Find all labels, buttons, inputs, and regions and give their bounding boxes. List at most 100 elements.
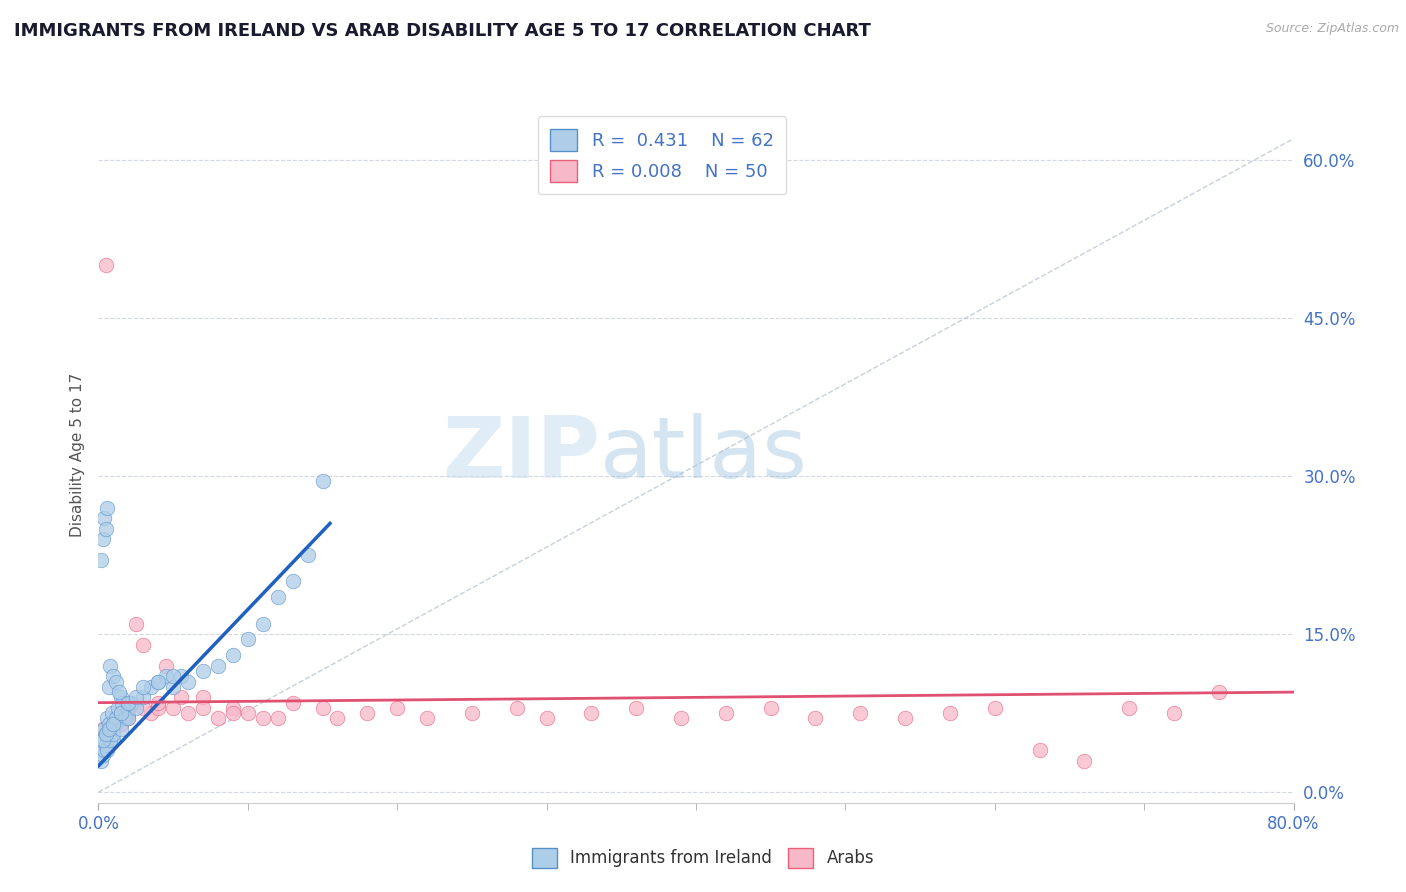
Point <box>90 754 112 768</box>
Point <box>759 701 782 715</box>
Point <box>222 701 245 715</box>
Point <box>207 711 229 725</box>
Point <box>311 701 333 715</box>
Point <box>983 701 1005 715</box>
Point <box>110 722 132 736</box>
Point <box>117 696 139 710</box>
Point <box>148 674 170 689</box>
Point <box>191 690 214 705</box>
Point <box>94 522 117 536</box>
Point <box>98 658 122 673</box>
Point <box>103 727 125 741</box>
Legend: Immigrants from Ireland, Arabs: Immigrants from Ireland, Arabs <box>524 841 882 875</box>
Point <box>624 701 647 715</box>
Point <box>132 638 155 652</box>
Point <box>536 711 558 725</box>
Point <box>894 711 917 725</box>
Y-axis label: Disability Age 5 to 17: Disability Age 5 to 17 <box>69 373 84 537</box>
Point <box>155 658 177 673</box>
Point <box>326 711 349 725</box>
Point <box>96 711 118 725</box>
Point <box>132 690 155 705</box>
Point <box>125 701 148 715</box>
Point <box>222 648 245 663</box>
Point <box>669 711 692 725</box>
Point <box>94 258 117 272</box>
Point <box>98 722 122 736</box>
Point <box>105 711 128 725</box>
Point <box>356 706 378 721</box>
Point <box>96 743 118 757</box>
Point <box>461 706 484 721</box>
Point <box>97 716 120 731</box>
Point <box>97 722 120 736</box>
Point <box>714 706 737 721</box>
Point <box>939 706 962 721</box>
Point <box>91 533 114 547</box>
Point <box>236 632 259 647</box>
Point <box>1028 743 1050 757</box>
Point <box>162 701 184 715</box>
Point <box>177 706 200 721</box>
Point <box>162 669 184 683</box>
Point <box>117 706 139 721</box>
Point <box>120 696 142 710</box>
Point <box>148 674 170 689</box>
Point <box>103 669 125 683</box>
Point <box>111 696 134 710</box>
Point <box>94 738 117 752</box>
Point <box>1163 706 1185 721</box>
Point <box>236 706 259 721</box>
Point <box>252 711 274 725</box>
Point <box>281 574 304 589</box>
Point <box>107 701 129 715</box>
Point <box>162 680 184 694</box>
Point <box>93 511 115 525</box>
Point <box>114 711 136 725</box>
Point <box>222 706 245 721</box>
Point <box>416 711 439 725</box>
Point <box>132 680 155 694</box>
Point <box>125 690 148 705</box>
Point <box>91 748 114 763</box>
Point <box>103 716 125 731</box>
Text: ZIP: ZIP <box>443 413 600 497</box>
Point <box>108 685 131 699</box>
Point <box>110 690 132 705</box>
Point <box>148 696 170 710</box>
Point <box>139 706 162 721</box>
Point <box>96 500 118 515</box>
Point <box>267 591 290 605</box>
Point <box>103 722 125 736</box>
Point <box>311 475 333 489</box>
Point <box>93 722 115 736</box>
Point <box>849 706 872 721</box>
Point <box>177 674 200 689</box>
Point <box>191 664 214 678</box>
Point <box>139 680 162 694</box>
Point <box>297 548 319 562</box>
Point <box>98 732 122 747</box>
Point <box>101 706 124 721</box>
Point <box>581 706 603 721</box>
Point <box>506 701 529 715</box>
Point <box>191 701 214 715</box>
Point <box>1208 685 1230 699</box>
Point <box>385 701 409 715</box>
Point <box>155 669 177 683</box>
Point <box>1118 701 1140 715</box>
Text: atlas: atlas <box>600 413 808 497</box>
Point <box>252 616 274 631</box>
Point <box>148 701 170 715</box>
Point <box>105 674 128 689</box>
Point <box>105 711 128 725</box>
Point <box>90 553 112 567</box>
Point <box>117 711 139 725</box>
Point <box>117 701 139 715</box>
Point <box>110 716 132 731</box>
Text: IMMIGRANTS FROM IRELAND VS ARAB DISABILITY AGE 5 TO 17 CORRELATION CHART: IMMIGRANTS FROM IRELAND VS ARAB DISABILI… <box>14 22 870 40</box>
Point <box>169 669 191 683</box>
Point <box>93 743 115 757</box>
Point <box>117 711 139 725</box>
Point <box>267 711 290 725</box>
